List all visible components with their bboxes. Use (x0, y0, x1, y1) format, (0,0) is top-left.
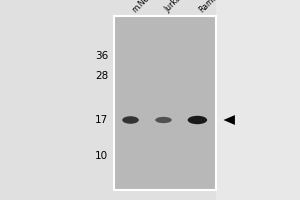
Text: Ramos: Ramos (197, 0, 222, 14)
Ellipse shape (188, 116, 207, 124)
Bar (216, 0, 300, 200)
Text: 28: 28 (95, 71, 108, 81)
Text: m.Neuro-2a: m.Neuro-2a (130, 0, 169, 14)
Ellipse shape (155, 117, 172, 123)
Text: 10: 10 (95, 151, 108, 161)
Text: Jurkat: Jurkat (164, 0, 186, 14)
Bar (114, 16, 216, 190)
Ellipse shape (122, 116, 139, 124)
Text: 17: 17 (95, 115, 108, 125)
Text: 36: 36 (95, 51, 108, 61)
Polygon shape (224, 115, 235, 125)
